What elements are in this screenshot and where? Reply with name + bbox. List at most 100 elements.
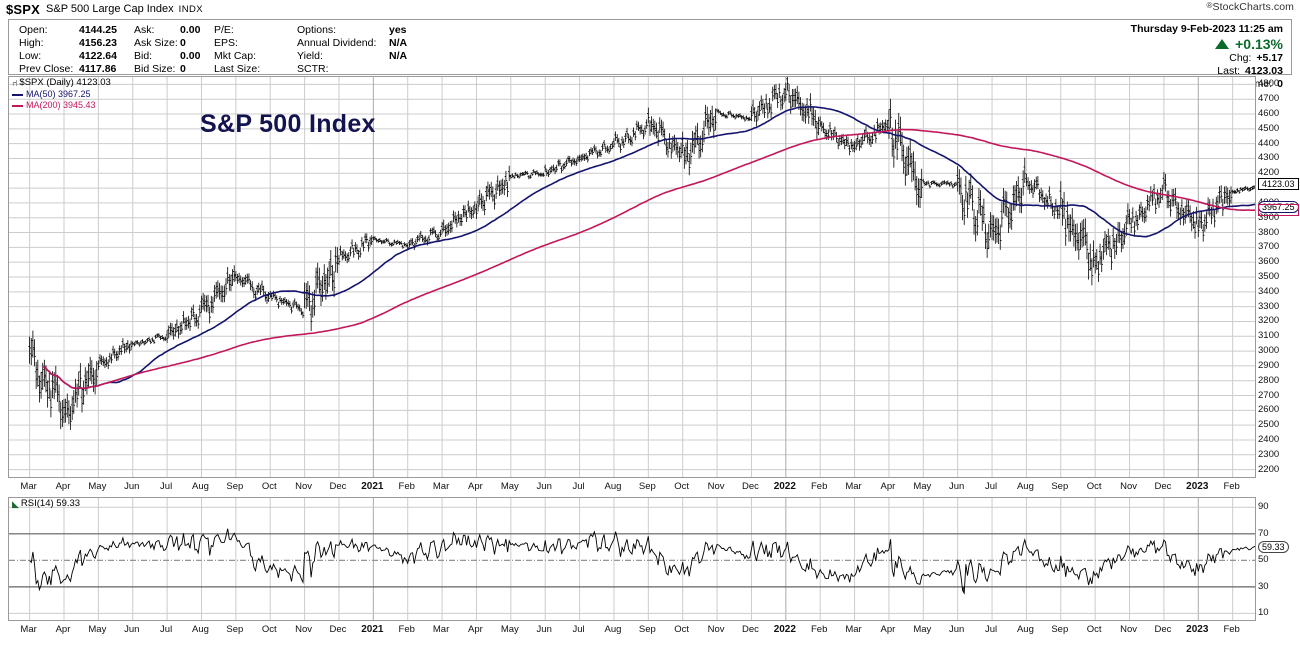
x-axis-tick-label: Oct (1086, 481, 1102, 492)
x-axis-tick-label: Jul (984, 624, 998, 635)
quote-ohlc-value: 4117.86 (79, 63, 117, 75)
x-axis-tick-label: Dec (1154, 481, 1172, 492)
x-axis-tick-label: Mar (20, 481, 37, 492)
quote-fundamental-label: P/E: (214, 24, 234, 36)
x-axis-tick-label: Jun (124, 624, 140, 635)
x-axis-lower: Mar Apr May Jun Jul Aug Sep Oct Nov Dec 2021 Feb Mar… (8, 622, 1256, 640)
quote-fundamental-label: Last Size: (214, 63, 261, 75)
symbol-ticker: $SPX (6, 1, 41, 17)
x-axis-tick-label: Jun (536, 481, 552, 492)
y-axis-tick-label: 3900 (1258, 211, 1280, 223)
x-axis-tick-label: Mar (432, 481, 450, 492)
x-axis-tick-label: Sep (638, 624, 656, 635)
x-axis-tick-label: Jul (572, 624, 585, 635)
x-axis-tick-label: Apr (468, 481, 483, 492)
x-axis-tick-label: Nov (295, 624, 313, 635)
x-axis-tick-label: Sep (1051, 624, 1069, 635)
x-axis-tick-label: Apr (880, 481, 896, 492)
x-axis-tick-label: Aug (192, 481, 209, 492)
y-axis-tick-label: 50 (1258, 554, 1269, 566)
x-axis-tick-label: May (913, 624, 932, 635)
legend-ma200-text: MA(200) 3945.43 (26, 100, 96, 111)
x-axis-tick-label: 2023 (1186, 624, 1209, 635)
x-axis-tick-label: Apr (880, 624, 896, 635)
quote-extra-value: yes (389, 24, 407, 36)
x-axis-tick-label: Jun (949, 624, 965, 635)
rsi-plot (9, 498, 1255, 620)
y-axis-tick-label: 2400 (1258, 433, 1280, 445)
x-axis-tick-label: 2023 (1186, 481, 1209, 492)
quote-change-value: +5.17 (1256, 52, 1283, 64)
x-axis-tick-label: Jun (949, 481, 965, 492)
quote-extra-row: SCTR: (297, 63, 407, 76)
rsi-chart-panel[interactable] (8, 497, 1256, 621)
quote-fundamental-row: Last Size: (214, 63, 284, 76)
chart-title-bar: $SPX S&P 500 Large Cap Index INDX (0, 0, 1300, 18)
x-axis-tick-label: May (500, 624, 519, 635)
x-axis-tick-label: May (913, 481, 932, 492)
x-axis-tick-label: Aug (1016, 481, 1034, 492)
y-axis-tick-label: 2200 (1258, 463, 1280, 475)
x-axis-tick-label: Mar (432, 624, 450, 635)
x-axis-tick-label: Nov (707, 481, 725, 492)
quote-column-bidask: Ask: 0.00 Ask Size: 0 Bid: 0.00 Bid Size: 0 (134, 24, 200, 76)
quote-bidask-row: Bid Size: 0 (134, 63, 200, 76)
quote-ohlc-label: Open: (19, 24, 48, 36)
y-axis-tick-label: 90 (1258, 501, 1269, 513)
x-axis-tick-label: Sep (226, 481, 244, 492)
x-axis-tick-label: Dec (741, 624, 759, 635)
quote-bidask-label: Bid Size: (134, 63, 176, 75)
quote-last-label: Last: (1217, 65, 1241, 77)
y-axis-tick-label: 4800 (1258, 78, 1280, 90)
x-axis-tick-label: Feb (811, 624, 828, 635)
x-axis-tick-label: Feb (1223, 624, 1240, 635)
quote-fundamental-row: P/E: (214, 24, 284, 37)
quote-bidask-value: 0 (180, 37, 186, 49)
quote-ohlc-value: 4122.64 (79, 50, 117, 62)
price-chart-legend: ⑁ $SPX (Daily) 4123.03 MA(50) 3967.25 MA… (12, 78, 111, 111)
quote-ohlc-row: Low: 4122.64 (19, 50, 117, 63)
y-axis-tick-label: 3100 (1258, 330, 1280, 342)
y-axis-tick-label: 3600 (1258, 256, 1280, 268)
quote-extra-label: SCTR: (297, 63, 329, 75)
quote-fundamental-label: Mkt Cap: (214, 50, 257, 62)
quote-summary-box: Open: 4144.25 High: 4156.23 Low: 4122.64 Prev … (8, 19, 1292, 90)
y-axis-tick-label: 2800 (1258, 374, 1280, 386)
x-axis-tick-label: Aug (604, 481, 622, 492)
quote-change-percent: +0.13% (1235, 36, 1283, 52)
brand-text: StockCharts.com (1212, 1, 1294, 13)
mountain-chart-icon: ◣ (12, 499, 19, 510)
y-axis-tick-label: 2500 (1258, 419, 1280, 431)
quote-ohlc-label: Prev Close: (19, 63, 74, 75)
y-axis-tick-label: 4400 (1258, 137, 1280, 149)
x-axis-tick-label: Feb (1223, 481, 1240, 492)
x-axis-tick-label: Oct (674, 481, 690, 492)
price-plot (9, 77, 1255, 477)
legend-row-symbol: ⑁ $SPX (Daily) 4123.03 (12, 78, 111, 89)
y-axis-tick-label: 2700 (1258, 389, 1280, 401)
quote-extra-label: Annual Dividend: (297, 37, 377, 49)
x-axis-tick-label: Feb (398, 624, 415, 635)
quote-extra-label: Yield: (297, 50, 323, 62)
legend-row-rsi: ◣ RSI(14) 59.33 (12, 499, 80, 510)
y-axis-tick-label: 3400 (1258, 285, 1280, 297)
x-axis-tick-label: Sep (226, 624, 244, 635)
quote-bidask-value: 0.00 (180, 24, 201, 36)
quote-extra-label: Options: (297, 24, 337, 36)
quote-bidask-row: Bid: 0.00 (134, 50, 200, 63)
quote-bidask-row: Ask Size: 0 (134, 37, 200, 50)
price-chart-panel[interactable] (8, 76, 1256, 478)
chart-overlay-title: S&P 500 Index (200, 110, 376, 138)
rsi-y-axis: 10 30 50 70 90 (1258, 497, 1300, 621)
y-axis-tick-label: 70 (1258, 527, 1269, 539)
quote-ohlc-row: High: 4156.23 (19, 37, 117, 50)
y-axis-tick-label: 4700 (1258, 93, 1280, 105)
symbol-exchange: INDX (178, 3, 203, 15)
x-axis-tick-label: Jun (536, 624, 552, 635)
x-axis-tick-label: Nov (1120, 481, 1137, 492)
x-axis-tick-label: Jul (984, 481, 998, 492)
quote-ohlc-row: Prev Close: 4117.86 (19, 63, 117, 76)
x-axis-tick-label: 2021 (361, 481, 384, 492)
quote-bidask-row: Ask: 0.00 (134, 24, 200, 37)
y-axis-tick-label: 10 (1258, 607, 1269, 619)
